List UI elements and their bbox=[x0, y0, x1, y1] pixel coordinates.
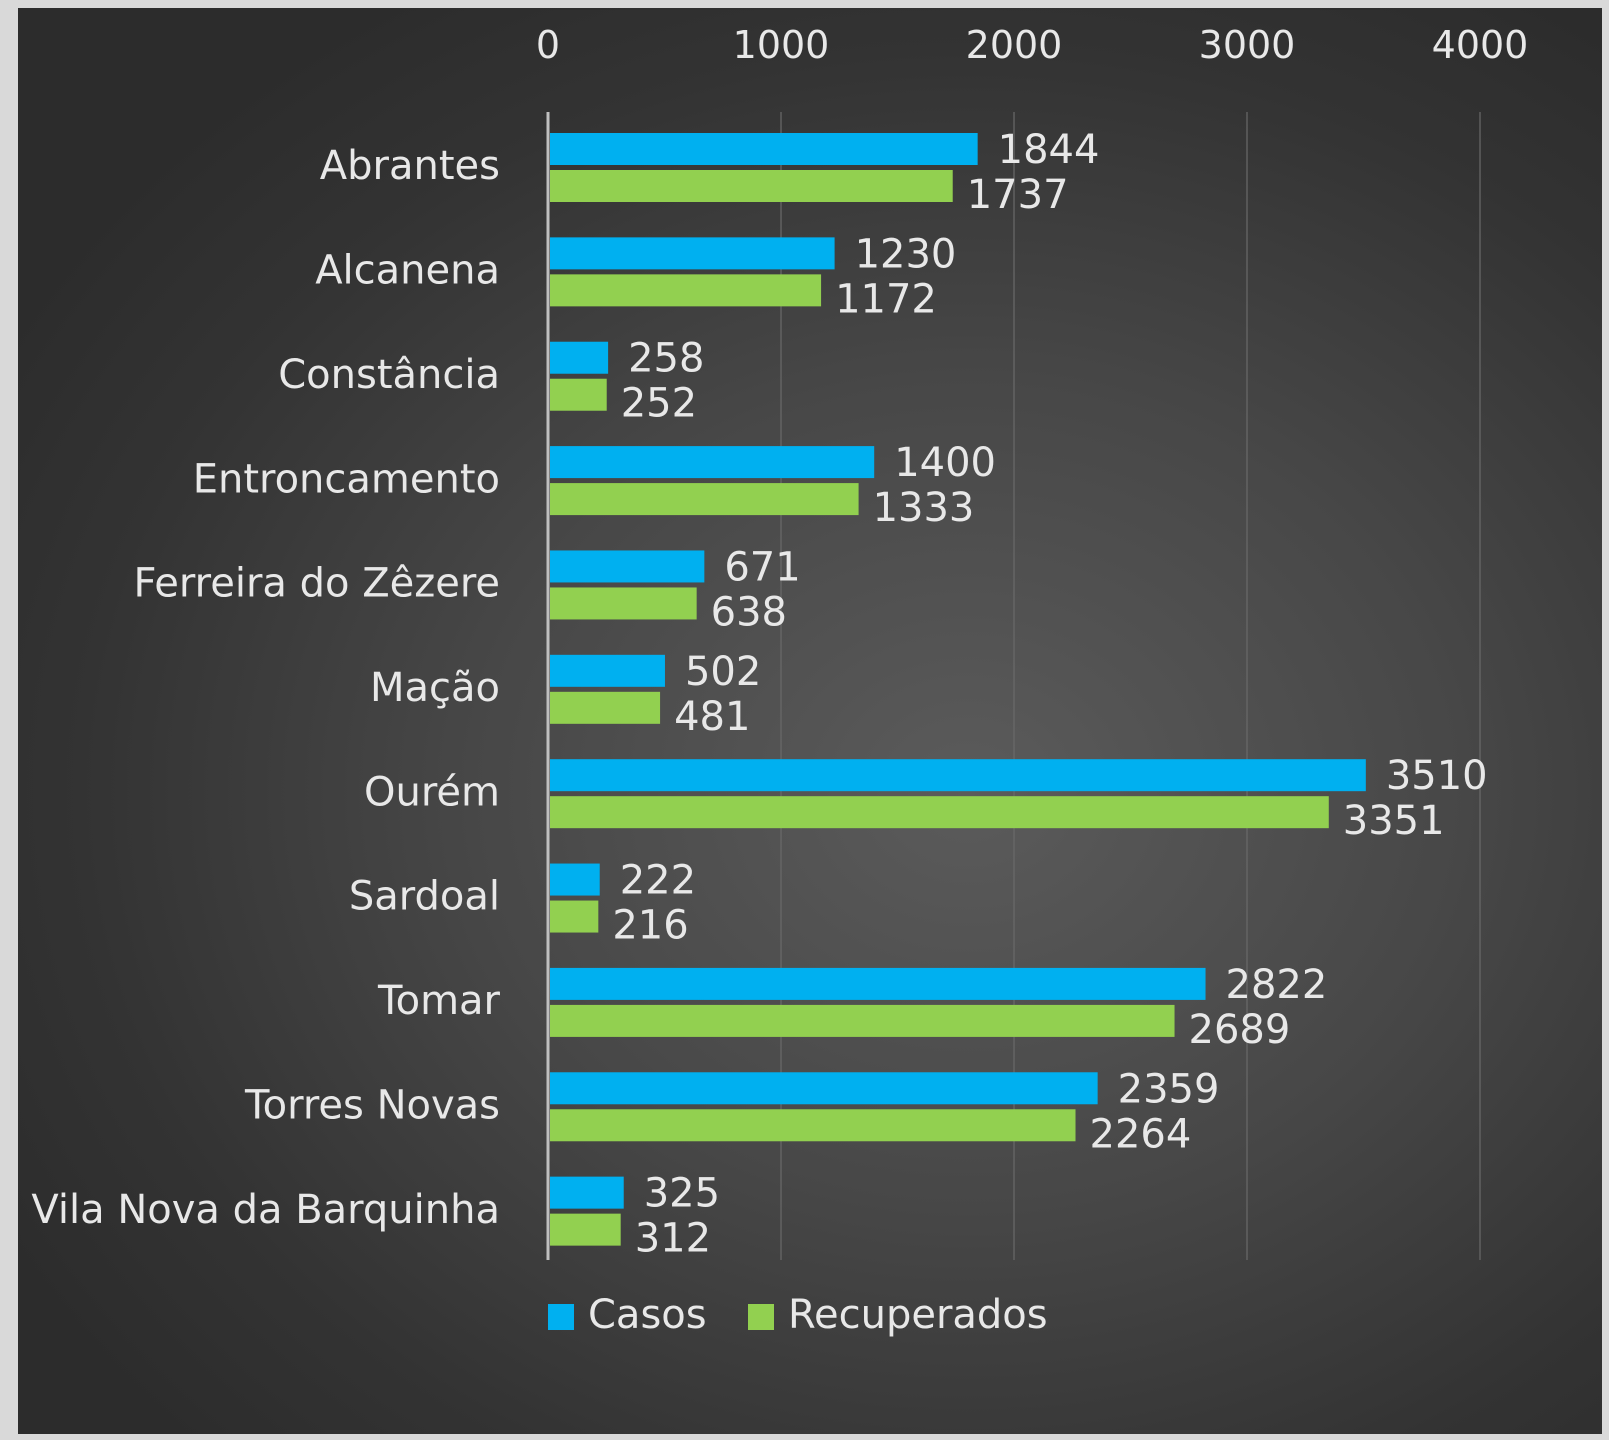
bars bbox=[550, 133, 1366, 1246]
legend: Casos Recuperados bbox=[548, 1292, 1048, 1338]
bar-recuperados-entroncamento bbox=[550, 483, 859, 516]
data-label-recuperados-entroncamento: 1333 bbox=[873, 485, 975, 531]
data-label-recuperados-abrantes: 1737 bbox=[967, 172, 1069, 218]
x-tick-label: 2000 bbox=[966, 23, 1063, 67]
data-label-recuperados-sardoal: 216 bbox=[612, 903, 688, 949]
chart-frame: 0 1000 2000 3000 4000 Abrantes 1844 1737 Alcane… bbox=[18, 8, 1602, 1434]
data-label-recuperados-alcanena: 1172 bbox=[835, 276, 937, 322]
category-label-torres-novas: Torres Novas bbox=[244, 1082, 500, 1128]
legend-label-recuperados: Recuperados bbox=[788, 1292, 1048, 1338]
data-label-recuperados-vila-nova-da-barquinha: 312 bbox=[635, 1216, 711, 1262]
data-label-casos-constancia: 258 bbox=[628, 336, 704, 382]
data-label-casos-ourem: 3510 bbox=[1386, 753, 1488, 799]
data-label-recuperados-ourem: 3351 bbox=[1343, 798, 1445, 844]
gridlines bbox=[780, 112, 1481, 1260]
bar-recuperados-constancia bbox=[550, 378, 607, 411]
category-label-constancia: Constância bbox=[278, 352, 500, 398]
data-label-casos-vila-nova-da-barquinha: 325 bbox=[644, 1171, 720, 1217]
category-label-macao: Mação bbox=[370, 665, 500, 711]
data-label-casos-torres-novas: 2359 bbox=[1118, 1066, 1220, 1112]
data-label-recuperados-constancia: 252 bbox=[621, 381, 697, 427]
data-label-casos-ferreira-do-zezere: 671 bbox=[724, 544, 800, 590]
data-label-casos-macao: 502 bbox=[685, 649, 761, 695]
axes: 0 1000 2000 3000 4000 bbox=[536, 23, 1528, 1260]
bar-casos-tomar bbox=[550, 967, 1206, 1000]
category-label-entroncamento: Entroncamento bbox=[193, 456, 500, 502]
bar-casos-abrantes bbox=[550, 133, 978, 165]
bar-casos-constancia bbox=[550, 341, 609, 374]
x-tick-label: 4000 bbox=[1432, 23, 1529, 67]
bar-recuperados-vila-nova-da-barquinha bbox=[550, 1213, 621, 1246]
legend-label-casos: Casos bbox=[588, 1292, 707, 1338]
data-label-recuperados-macao: 481 bbox=[674, 694, 750, 740]
category-label-vila-nova-da-barquinha: Vila Nova da Barquinha bbox=[31, 1187, 500, 1233]
data-label-casos-entroncamento: 1400 bbox=[894, 440, 996, 486]
bar-recuperados-ourem bbox=[550, 796, 1329, 829]
data-label-casos-sardoal: 222 bbox=[620, 858, 696, 904]
data-label-recuperados-torres-novas: 2264 bbox=[1090, 1111, 1192, 1157]
bar-casos-macao bbox=[550, 654, 665, 687]
category-label-sardoal: Sardoal bbox=[349, 874, 500, 920]
x-tick-label: 3000 bbox=[1199, 23, 1296, 67]
bar-casos-sardoal bbox=[550, 863, 600, 896]
bar-recuperados-alcanena bbox=[550, 274, 822, 307]
bar-casos-torres-novas bbox=[550, 1072, 1098, 1105]
data-label-casos-alcanena: 1230 bbox=[855, 231, 957, 277]
bar-casos-alcanena bbox=[550, 237, 835, 270]
legend-swatch-casos bbox=[548, 1304, 574, 1330]
x-tick-label: 1000 bbox=[733, 23, 830, 67]
data-label-casos-abrantes: 1844 bbox=[998, 127, 1100, 173]
bar-recuperados-ferreira-do-zezere bbox=[550, 587, 697, 620]
category-label-ferreira-do-zezere: Ferreira do Zêzere bbox=[133, 561, 500, 607]
bar-recuperados-abrantes bbox=[550, 170, 953, 202]
category-label-abrantes: Abrantes bbox=[320, 143, 500, 189]
category-label-ourem: Ourém bbox=[364, 769, 500, 815]
x-tick-label: 0 bbox=[536, 23, 560, 67]
bar-recuperados-macao bbox=[550, 691, 661, 724]
data-label-casos-tomar: 2822 bbox=[1226, 962, 1328, 1008]
category-label-tomar: Tomar bbox=[377, 978, 501, 1024]
bar-casos-entroncamento bbox=[550, 446, 875, 479]
bar-casos-ourem bbox=[550, 759, 1366, 792]
bar-casos-vila-nova-da-barquinha bbox=[550, 1176, 624, 1209]
bar-casos-ferreira-do-zezere bbox=[550, 550, 705, 583]
data-label-recuperados-tomar: 2689 bbox=[1189, 1007, 1291, 1053]
category-label-alcanena: Alcanena bbox=[315, 248, 500, 294]
data-label-recuperados-ferreira-do-zezere: 638 bbox=[711, 589, 787, 635]
bar-recuperados-sardoal bbox=[550, 900, 599, 933]
legend-swatch-recuperados bbox=[748, 1304, 774, 1330]
bar-recuperados-tomar bbox=[550, 1004, 1175, 1037]
bar-recuperados-torres-novas bbox=[550, 1109, 1076, 1142]
